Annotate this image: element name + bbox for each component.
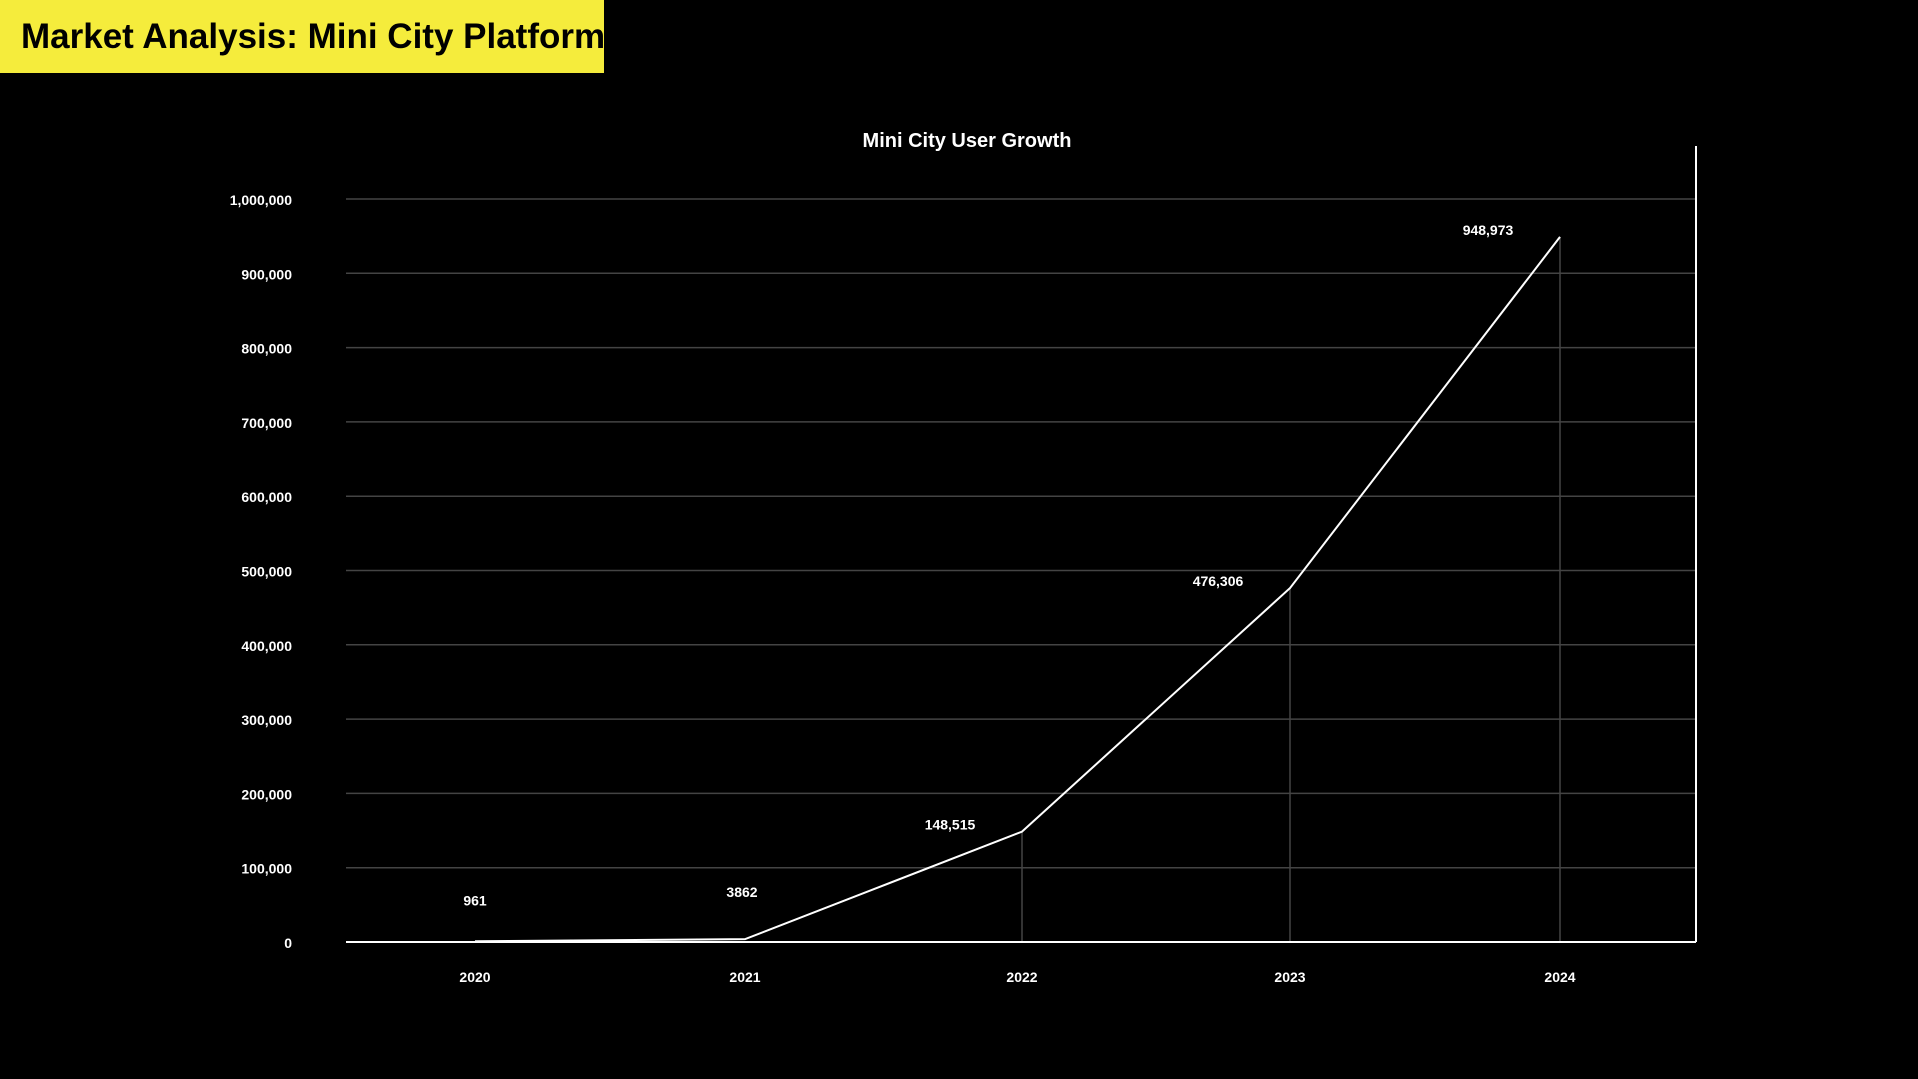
y-tick-label: 800,000 <box>241 341 292 357</box>
data-label: 148,515 <box>925 817 976 833</box>
y-tick-label: 900,000 <box>241 266 292 282</box>
series-line <box>474 236 1561 943</box>
y-tick-label: 500,000 <box>241 564 292 580</box>
y-tick-label: 400,000 <box>241 638 292 654</box>
data-label: 948,973 <box>1463 222 1514 238</box>
page-title-banner: Market Analysis: Mini City Platform <box>0 0 606 73</box>
y-tick-labels: 0 100,000 200,000 300,000 400,000 500,000 600,… <box>230 192 293 951</box>
page-title: Market Analysis: Mini City Platform <box>21 16 606 56</box>
data-label: 476,306 <box>1193 573 1244 589</box>
y-tick-label: 200,000 <box>241 786 292 802</box>
chart-title: Mini City User Growth <box>863 130 1072 152</box>
y-tick-label: 100,000 <box>241 861 292 877</box>
y-tick-label: 700,000 <box>241 415 292 431</box>
x-tick-label: 2022 <box>1006 969 1037 985</box>
y-tick-label: 0 <box>284 935 292 951</box>
axes <box>346 146 1697 943</box>
y-tick-label: 600,000 <box>241 489 292 505</box>
x-tick-labels: 2020 2021 2022 2023 2024 <box>459 969 1575 985</box>
series-line-group <box>474 236 1561 943</box>
drop-lines <box>1021 236 1561 942</box>
data-label: 961 <box>463 892 487 908</box>
y-tick-label: 1,000,000 <box>230 192 292 208</box>
data-labels: 961 3862 148,515 476,306 948,973 <box>463 222 1513 908</box>
x-tick-label: 2023 <box>1274 969 1305 985</box>
data-label: 3862 <box>726 884 757 900</box>
x-tick-label: 2024 <box>1544 969 1575 985</box>
grid-lines <box>346 198 1696 869</box>
y-tick-label: 300,000 <box>241 712 292 728</box>
x-tick-label: 2021 <box>729 969 760 985</box>
x-tick-label: 2020 <box>459 969 490 985</box>
